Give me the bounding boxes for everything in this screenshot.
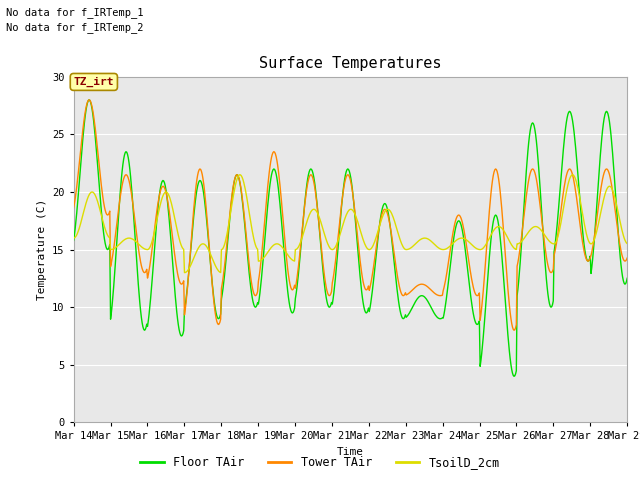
X-axis label: Time: Time <box>337 447 364 457</box>
Text: TZ_irt: TZ_irt <box>74 77 114 87</box>
Title: Surface Temperatures: Surface Temperatures <box>259 57 442 72</box>
Legend: Floor TAir, Tower TAir, TsoilD_2cm: Floor TAir, Tower TAir, TsoilD_2cm <box>135 452 505 474</box>
Text: No data for f_IRTemp_2: No data for f_IRTemp_2 <box>6 22 144 33</box>
Text: No data for f_IRTemp_1: No data for f_IRTemp_1 <box>6 7 144 18</box>
Y-axis label: Temperature (C): Temperature (C) <box>36 199 47 300</box>
